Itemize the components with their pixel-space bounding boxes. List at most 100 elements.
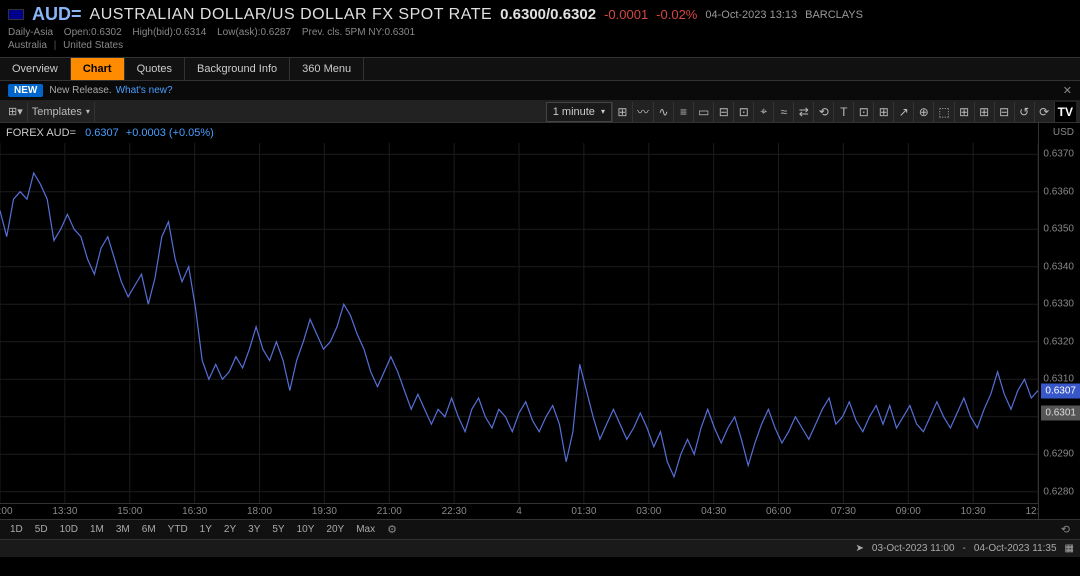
layout-icon[interactable]: ⊞▾ (4, 102, 28, 122)
promo-bar: NEW New Release. What's new? ✕ (0, 81, 1080, 101)
x-tick: 01:30 (571, 506, 596, 517)
live-price-badge: 0.6307 (1041, 383, 1080, 398)
tool-icon-15[interactable]: ⊕ (913, 102, 933, 122)
country2[interactable]: United States (63, 40, 123, 51)
low-label: Low(ask):0.6287 (217, 27, 291, 38)
range-3m[interactable]: 3M (110, 522, 136, 537)
range-2y[interactable]: 2Y (218, 522, 242, 537)
tool-icon-17[interactable]: ⊞ (954, 102, 974, 122)
x-tick: 19:30 (312, 506, 337, 517)
legend-symbol: FOREX AUD= (6, 127, 76, 139)
tool-icon-16[interactable]: ⬚ (933, 102, 953, 122)
range-5y[interactable]: 5Y (266, 522, 290, 537)
tool-icon-9[interactable]: ⇄ (793, 102, 813, 122)
tool-icon-7[interactable]: ⌖ (753, 102, 773, 122)
range-1y[interactable]: 1Y (194, 522, 218, 537)
chart-container: FOREX AUD= 0.6307 +0.0003 (+0.05%) 12:00… (0, 123, 1080, 519)
y-tick: 0.6290 (1043, 449, 1074, 460)
legend-price: 0.6307 (85, 127, 119, 139)
arrow-icon[interactable]: ➤ (856, 543, 864, 554)
tab-background-info[interactable]: Background Info (185, 58, 290, 80)
x-tick: 18:00 (247, 506, 272, 517)
close-icon[interactable]: ✕ (1063, 84, 1072, 97)
tool-icon-11[interactable]: T (833, 102, 853, 122)
range-20y[interactable]: 20Y (320, 522, 350, 537)
change-pct: -0.02% (656, 7, 697, 22)
tool-icon-2[interactable]: ∿ (653, 102, 673, 122)
price-chart (0, 123, 1038, 519)
gear-icon[interactable]: ⚙ (381, 521, 403, 538)
tool-icon-13[interactable]: ⊞ (873, 102, 893, 122)
range-from: 03-Oct-2023 11:00 (872, 543, 955, 554)
tab-overview[interactable]: Overview (0, 58, 71, 80)
x-tick: 06:00 (766, 506, 791, 517)
y-tick: 0.6350 (1043, 224, 1074, 235)
tool-icon-1[interactable]: 〰 (632, 102, 653, 122)
y-tick: 0.6280 (1043, 486, 1074, 497)
bid-ask: 0.6300/0.6302 (500, 6, 596, 23)
tool-icon-19[interactable]: ⊟ (994, 102, 1014, 122)
chevron-down-icon: ▾ (86, 107, 90, 116)
tool-icon-18[interactable]: ⊞ (974, 102, 994, 122)
new-badge: NEW (8, 84, 43, 97)
range-1m[interactable]: 1M (84, 522, 110, 537)
range-10d[interactable]: 10D (54, 522, 84, 537)
range-bar: 1D5D10D1M3M6MYTD1Y2Y3Y5Y10Y20YMax⚙ ⟲ (0, 519, 1080, 539)
header: AUD= AUSTRALIAN DOLLAR/US DOLLAR FX SPOT… (0, 0, 1080, 53)
instrument-title: AUSTRALIAN DOLLAR/US DOLLAR FX SPOT RATE (90, 6, 493, 24)
timeframe-select[interactable]: 1 minute ▾ (546, 102, 612, 122)
tool-icon-14[interactable]: ↗ (893, 102, 913, 122)
tool-icon-10[interactable]: ⟲ (813, 102, 833, 122)
legend-change: +0.0003 (+0.05%) (126, 127, 214, 139)
x-tick: 4 (516, 506, 522, 517)
tab-360-menu[interactable]: 360 Menu (290, 58, 364, 80)
refresh-icon[interactable]: ⟲ (1055, 521, 1076, 538)
calendar-icon[interactable]: ▦ (1065, 543, 1074, 554)
x-tick: 13:30 (52, 506, 77, 517)
range-10y[interactable]: 10Y (291, 522, 321, 537)
tool-icon-3[interactable]: ≡ (673, 102, 693, 122)
chart-area[interactable]: FOREX AUD= 0.6307 +0.0003 (+0.05%) 12:00… (0, 123, 1038, 519)
tradingview-icon[interactable]: TV (1054, 102, 1076, 122)
y-tick: 0.6340 (1043, 261, 1074, 272)
tab-bar: OverviewChartQuotesBackground Info360 Me… (0, 57, 1080, 81)
provider: BARCLAYS (805, 9, 863, 21)
range-max[interactable]: Max (350, 522, 381, 537)
tab-quotes[interactable]: Quotes (125, 58, 185, 80)
y-unit: USD (1053, 127, 1074, 138)
promo-link[interactable]: What's new? (116, 85, 173, 96)
flag-icon (8, 9, 24, 20)
x-tick: 03:00 (636, 506, 661, 517)
tool-icon-12[interactable]: ⊡ (853, 102, 873, 122)
tool-icon-5[interactable]: ⊟ (713, 102, 733, 122)
y-tick: 0.6370 (1043, 149, 1074, 160)
templates-button[interactable]: Templates ▾ (28, 102, 95, 122)
y-tick: 0.6330 (1043, 299, 1074, 310)
range-5d[interactable]: 5D (29, 522, 54, 537)
x-tick: 10:30 (961, 506, 986, 517)
range-6m[interactable]: 6M (136, 522, 162, 537)
tool-icon-6[interactable]: ⊡ (733, 102, 753, 122)
status-bar: ➤ 03-Oct-2023 11:00 - 04-Oct-2023 11:35 … (0, 539, 1080, 557)
tool-icon-8[interactable]: ≈ (773, 102, 793, 122)
x-tick: 22:30 (442, 506, 467, 517)
ref-price-badge: 0.6301 (1041, 406, 1080, 421)
y-tick: 0.6320 (1043, 336, 1074, 347)
range-1d[interactable]: 1D (4, 522, 29, 537)
tool-icon-20[interactable]: ↺ (1014, 102, 1034, 122)
tool-icon-4[interactable]: ▭ (693, 102, 713, 122)
symbol[interactable]: AUD= (32, 4, 82, 25)
x-tick: 21:00 (377, 506, 402, 517)
tab-chart[interactable]: Chart (71, 58, 125, 80)
x-tick: 07:30 (831, 506, 856, 517)
range-ytd[interactable]: YTD (162, 522, 194, 537)
x-tick: 15:00 (117, 506, 142, 517)
tool-icon-0[interactable]: ⊞ (612, 102, 632, 122)
x-tick: 16:30 (182, 506, 207, 517)
x-axis: 12:0013:3015:0016:3018:0019:3021:0022:30… (0, 503, 1038, 519)
tool-icon-21[interactable]: ⟳ (1034, 102, 1054, 122)
promo-text: New Release. (49, 85, 111, 96)
range-3y[interactable]: 3Y (242, 522, 266, 537)
country1[interactable]: Australia (8, 40, 47, 51)
session-label: Daily-Asia (8, 27, 53, 38)
